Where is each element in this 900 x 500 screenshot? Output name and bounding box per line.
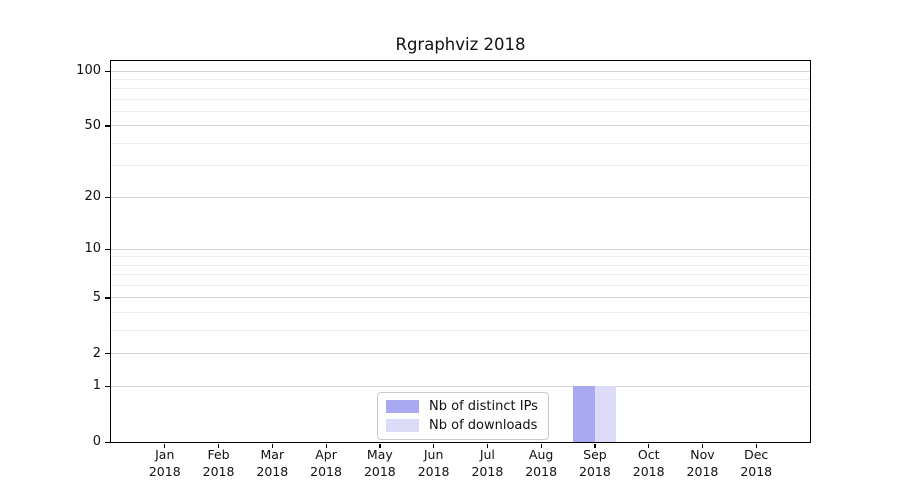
gridline [111,88,810,90]
y-tick [104,385,110,387]
y-tick-label: 5 [92,289,101,305]
gridline [111,274,810,276]
x-tick-label: Dec 2018 [740,447,773,479]
gridline [111,98,810,100]
x-tick [486,443,489,448]
y-tick [104,248,110,250]
y-tick-label: 100 [76,63,101,78]
gridline [111,285,810,287]
bar-nb-of-downloads [594,386,617,442]
y-tick [104,125,110,127]
x-tick-label: Jan 2018 [148,447,181,479]
gridline [111,248,810,250]
x-tick-label: Sep 2018 [579,447,611,479]
x-tick-label: Jun 2018 [417,447,450,479]
x-tick [271,443,273,448]
gridline [111,78,810,80]
x-tick-label: May 2018 [363,447,396,479]
plot-layer [111,61,810,442]
y-tick [104,196,110,198]
y-tick [104,353,110,355]
y-tick-label: 20 [84,189,101,205]
y-tick-label: 0 [92,434,101,449]
gridline [111,264,810,266]
x-tick [755,443,757,448]
gridline [111,256,810,258]
gridline [111,330,810,332]
gridline [111,385,810,387]
y-tick-label: 10 [84,241,101,257]
gridline [111,125,810,127]
x-tick [325,443,327,448]
x-tick [594,443,596,448]
gridline [111,142,810,144]
x-tick [540,443,542,448]
y-tick-label: 50 [84,117,101,133]
x-tick-label: Apr 2018 [310,447,342,479]
x-tick [433,443,435,448]
gridline [111,196,810,198]
y-tick-label: 2 [92,345,101,361]
y-tick [104,70,110,72]
x-tick-label: Mar 2018 [256,447,289,479]
y-tick [104,441,110,443]
legend-swatch [386,400,419,413]
gridline [111,353,810,355]
legend-entry-downloads: Nb of downloads [386,418,539,433]
x-tick [164,443,166,448]
legend-swatch [386,419,419,432]
legend-label: Nb of downloads [429,418,538,433]
x-tick [379,443,381,448]
legend-entry-distinct-ips: Nb of distinct IPs [386,399,539,414]
x-tick-label: Nov 2018 [686,447,719,479]
x-tick [218,443,220,448]
gridline [111,111,810,113]
x-tick-label: Jul 2018 [471,447,504,479]
y-tick-label: 1 [92,378,101,394]
gridline [111,312,810,314]
plot-area: Nb of distinct IPs Nb of downloads [110,60,811,443]
y-tick [104,297,110,299]
gridline [111,297,810,299]
legend: Nb of distinct IPs Nb of downloads [377,392,549,440]
x-tick-label: Feb 2018 [202,447,235,479]
gridline [111,70,810,72]
x-tick-label: Oct 2018 [632,447,665,479]
chart-title: Rgraphviz 2018 [395,35,526,54]
gridline [111,165,810,167]
x-tick [648,443,650,448]
x-tick-label: Aug 2018 [525,447,558,479]
x-tick [701,443,704,448]
bar-nb-of-distinct-ips [573,386,595,442]
legend-label: Nb of distinct IPs [429,399,538,414]
